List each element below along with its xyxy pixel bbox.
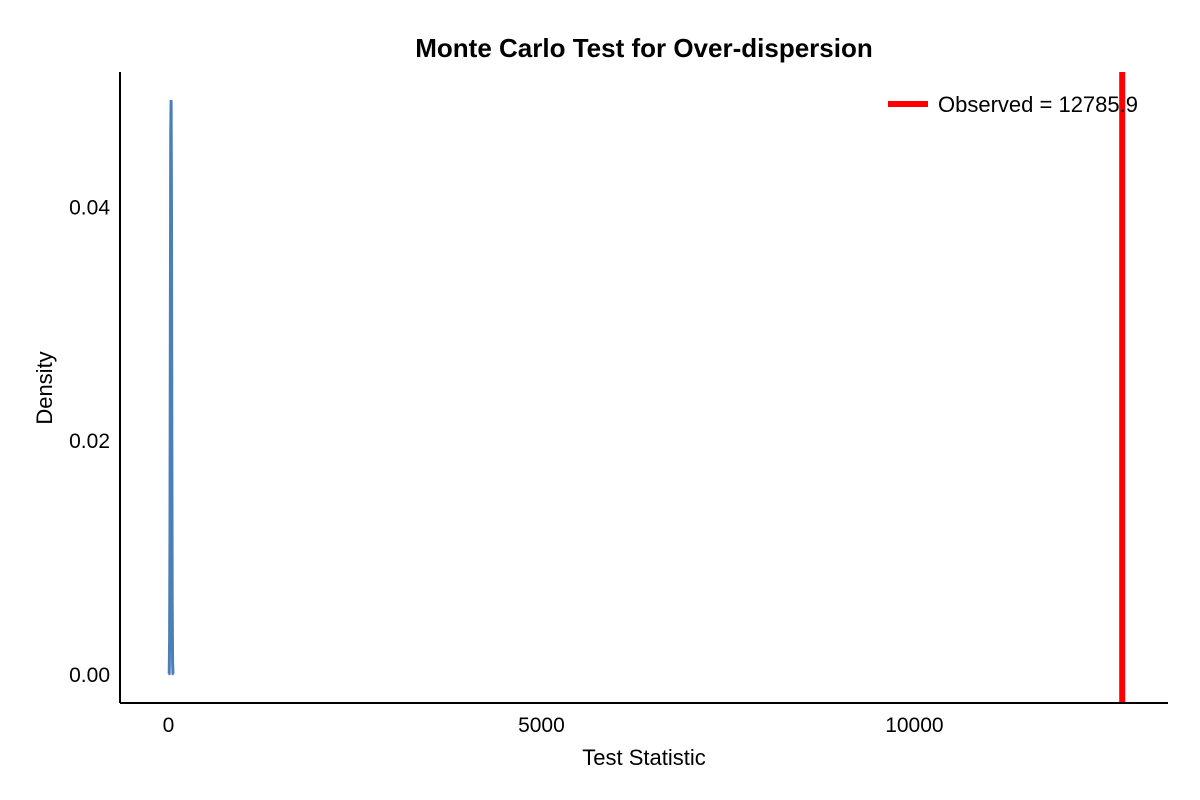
chart-title: Monte Carlo Test for Over-dispersion — [415, 33, 872, 63]
y-tick-label: 0.02 — [69, 430, 110, 453]
x-axis-label: Test Statistic — [582, 745, 705, 770]
plot-area — [167, 72, 1126, 703]
legend: Observed = 12785.9 — [888, 92, 1138, 117]
x-tick-label: 0 — [163, 714, 175, 737]
x-tick-label: 10000 — [885, 714, 943, 737]
y-tick-label: 0.04 — [69, 196, 110, 219]
y-tick-label: 0.00 — [69, 664, 110, 687]
density-curve-0 — [167, 99, 175, 676]
legend-label-observed: Observed = 12785.9 — [938, 92, 1138, 117]
x-tick-label: 5000 — [518, 714, 565, 737]
y-axis-label: Density — [32, 351, 57, 424]
y-axis-ticks: 0.00 0.02 0.04 — [69, 196, 110, 686]
x-axis-ticks: 0 5000 10000 — [163, 714, 944, 737]
